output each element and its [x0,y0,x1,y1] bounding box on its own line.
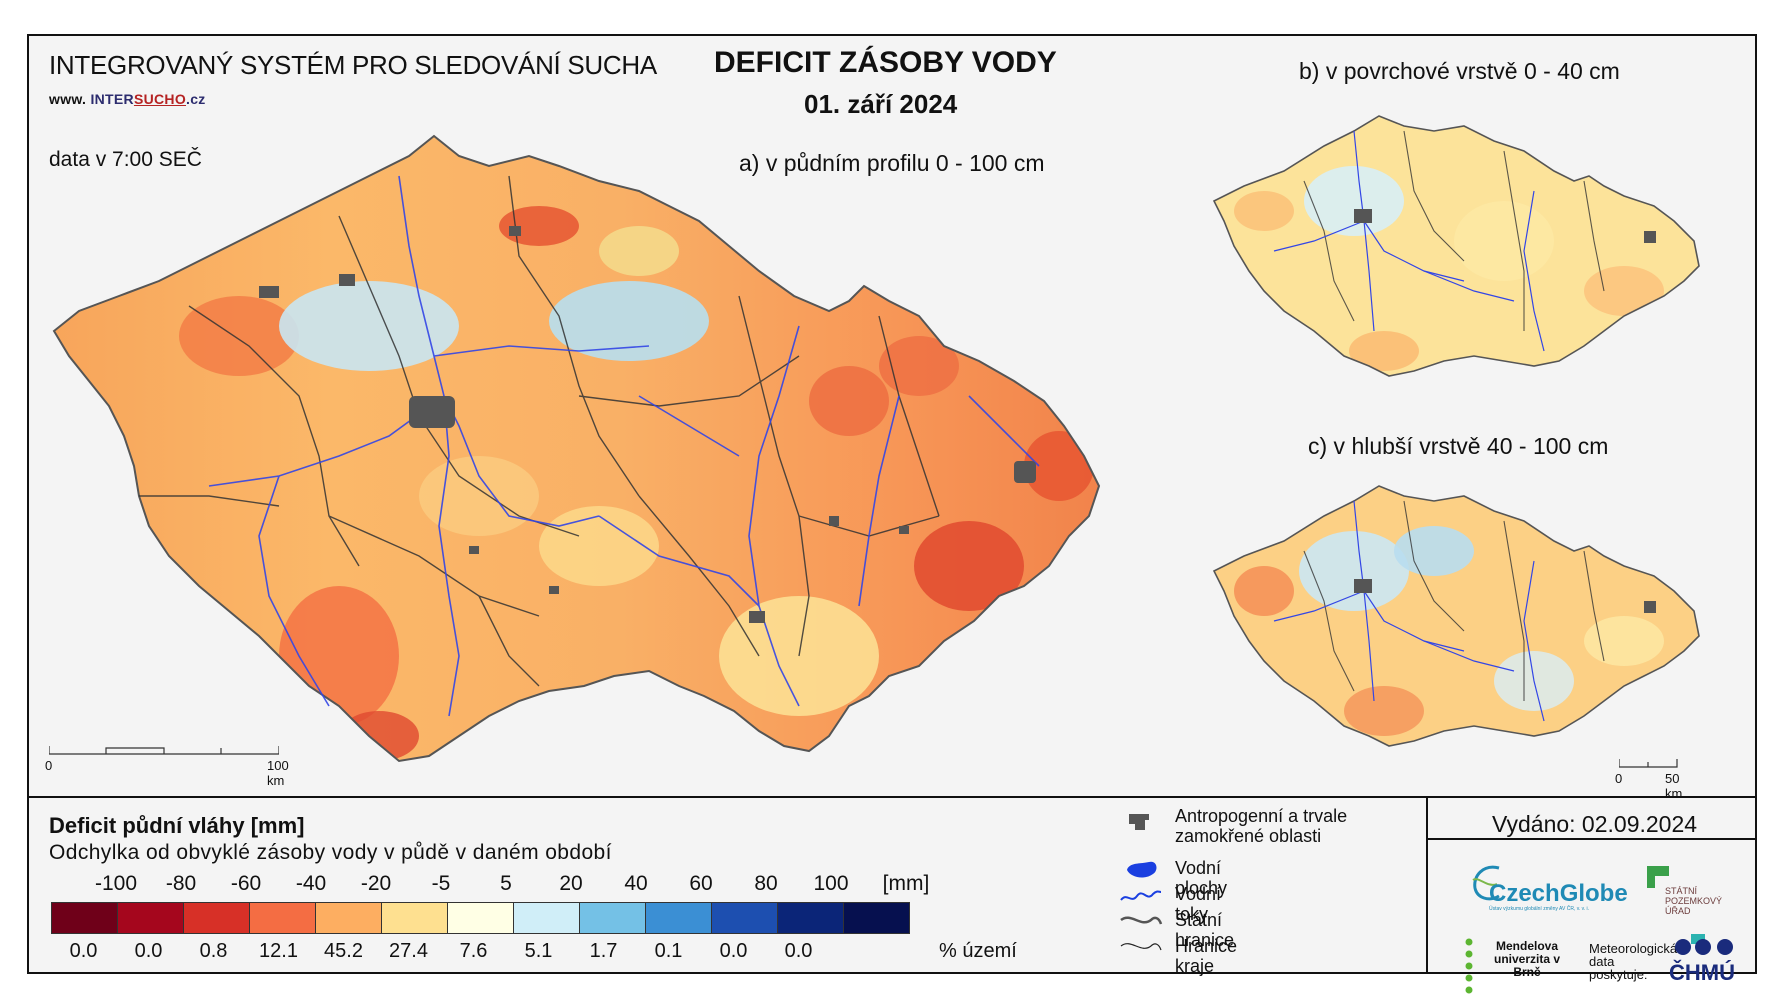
legend-state-border-label: Státní hranice [1175,910,1235,950]
legend-tick: -80 [165,872,197,895]
legend-swatch [184,903,250,933]
czechglobe-logo: CzechGlobe [1489,880,1628,907]
legend-unit: [mm] [882,872,930,895]
website-link[interactable]: www. INTERSUCHO.cz [49,91,206,107]
legend-swatch [712,903,778,933]
czechglobe-sub: Ústav výzkumu globální změny AV ČR, v. v… [1489,906,1590,912]
chmu-logo-icon [1675,939,1733,955]
footer-vertical-divider [1426,796,1428,972]
legend-divider [29,796,1755,798]
legend-tick: 5 [500,872,512,895]
region-border-icon [1120,943,1162,951]
scale-main-end: 100 km [267,758,289,788]
legend-swatch [316,903,382,933]
legend-percentage: 0.0 [784,940,813,962]
map-frame: INTEGROVANÝ SYSTÉM PRO SLEDOVÁNÍ SUCHA w… [27,34,1757,994]
spu-square-icon [1691,934,1705,944]
map-date: 01. září 2024 [804,89,958,119]
legend-percentage: 0.0 [134,940,163,962]
legend-swatch [646,903,712,933]
legend-subtitle: Odchylka od obvyklé zásoby vody v půdě v… [49,841,612,864]
percent-unit: % území [939,940,1017,962]
legend-tick: 40 [624,872,648,895]
legend-percentage: 1.7 [589,940,618,962]
legend-urban-label: Antropogenní a trvale zamokřené oblasti [1175,806,1348,846]
legend-swatch [250,903,316,933]
urban-area-icon [1129,814,1149,830]
legend-percentage: 0.1 [654,940,683,962]
state-border-icon [1120,916,1163,925]
map-c-label: c) v hlubší vrstvě 40 - 100 cm [1308,433,1609,459]
scale-bar-main: 0 100 km [45,736,289,788]
legend-river-label: Vodní toky [1175,884,1222,924]
legend-tick: 100 [813,872,849,895]
legend-percentage: 27.4 [389,940,428,962]
map-a-label: a) v půdním profilu 0 - 100 cm [739,150,1045,176]
scale-main-start: 0 [45,758,53,773]
surface-layer-map [1212,115,1700,377]
system-title: INTEGROVANÝ SYSTÉM PRO SLEDOVÁNÍ SUCHA [49,50,657,80]
data-time: data v 7:00 SEČ [49,148,202,171]
legend-swatch [118,903,184,933]
website-name-2: SUCHO [133,91,187,107]
legend-region-border-label: Hranice kraje [1175,936,1238,976]
legend-percentages: 0.0 0.0 0.8 12.1 45.2 27.4 7.6 5.1 1.7 0.1 0.0 0.0 [51,940,991,966]
river-icon [1120,890,1162,901]
legend-percentage: 0.0 [719,940,748,962]
legend-tick: 20 [559,872,583,895]
spu-logo-icon [1647,866,1669,888]
legend-percentage: 7.6 [459,940,488,962]
legend-tick: -100 [94,872,138,895]
scale-bar-small: 0 50 km [1615,751,1682,801]
deep-layer-map [1212,485,1700,747]
mendel-logo: Mendelova univerzita v Brně [1493,939,1561,979]
legend-tick: -20 [360,872,392,895]
legend-percentage: 45.2 [324,940,363,962]
footer-horizontal-divider [1426,838,1755,840]
website-suffix: .cz [186,91,206,107]
legend-percentage: 12.1 [259,940,298,962]
main-deficit-map [52,134,1101,763]
mendel-dots-icon [1465,938,1473,994]
scale-bar-main-graphic [48,746,280,755]
legend-percentage: 5.1 [524,940,553,962]
issued-date: Vydáno: 02.09.2024 [1492,811,1698,837]
water-body-icon [1127,861,1157,878]
czechglobe-logo-icon [1472,865,1500,901]
legend-tick: -60 [230,872,262,895]
legend-percentage: 0.8 [199,940,228,962]
legend-percentage: 0.0 [69,940,98,962]
chmu-logo: ČHMÚ [1669,960,1735,985]
legend-color-bar [51,902,910,934]
legend-swatch [514,903,580,933]
meteo-text: Meteorologická data poskytuje: [1589,941,1678,982]
legend-swatch [778,903,844,933]
legend-swatch [52,903,118,933]
website-prefix: www. [49,91,87,107]
legend-tick: 80 [754,872,778,895]
legend-swatch [844,903,909,933]
main-title: DEFICIT ZÁSOBY VODY [714,46,1057,79]
scale-bar-small-graphic [1618,759,1678,768]
legend-swatch [382,903,448,933]
legend-water-label: Vodní plochy [1175,858,1228,898]
partner-logos: CzechGlobe Ústav výzkumu globální změny … [1429,842,1753,994]
legend-tick: 60 [689,872,713,895]
spu-logo: STÁTNÍ POZEMKOVÝ ÚŘAD [1665,886,1723,916]
legend-swatch [448,903,514,933]
legend-swatch [580,903,646,933]
map-b-label: b) v povrchové vrstvě 0 - 40 cm [1299,58,1620,84]
scale-small-start: 0 [1615,771,1623,786]
legend-ticks: -100 -80 -60 -40 -20 -5 5 20 40 60 80 100 [mm] [51,872,951,896]
website-name-1: INTER [90,91,134,107]
legend-title: Deficit půdní vláhy [mm] [49,813,305,838]
legend-tick: -40 [295,872,327,895]
legend-tick: -5 [431,872,451,895]
